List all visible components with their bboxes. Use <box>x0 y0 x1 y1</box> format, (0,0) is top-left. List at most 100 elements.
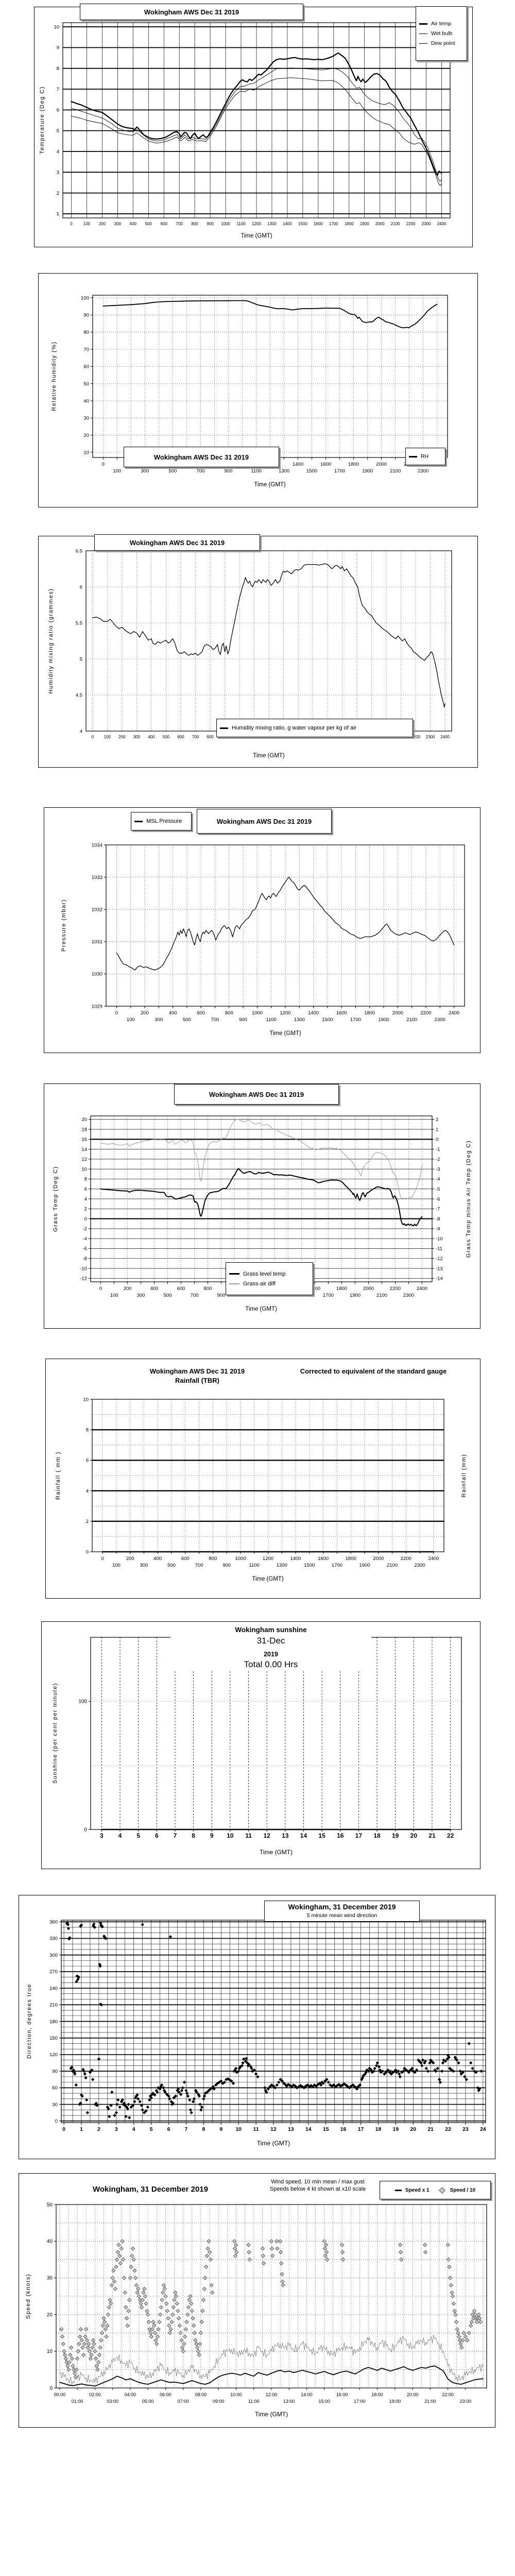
svg-text:15: 15 <box>323 2126 329 2132</box>
svg-text:17: 17 <box>358 2126 364 2132</box>
svg-text:14: 14 <box>300 1832 307 1839</box>
svg-text:21: 21 <box>428 1832 436 1839</box>
svg-text:10: 10 <box>235 2126 242 2132</box>
svg-text:1000: 1000 <box>235 1556 246 1562</box>
svg-text:500: 500 <box>167 1563 176 1568</box>
svg-text:500: 500 <box>168 468 177 474</box>
svg-text:17: 17 <box>355 1832 363 1839</box>
legend-item-rh: RH <box>409 453 442 460</box>
relative-humidity-plot: 0100200300400500600700800900100011001200… <box>81 295 448 474</box>
wind-speed-legend: Speed x 1 Speed / 10 <box>380 2181 491 2199</box>
air-temp-line-swatch <box>419 23 427 25</box>
svg-text:50: 50 <box>83 381 89 387</box>
svg-text:40: 40 <box>47 2239 53 2245</box>
svg-text:2: 2 <box>436 1117 438 1123</box>
svg-text:12: 12 <box>270 2126 277 2132</box>
svg-text:100: 100 <box>78 1699 87 1705</box>
svg-text:16:00: 16:00 <box>336 2392 348 2397</box>
svg-text:-2: -2 <box>436 1157 440 1162</box>
svg-text:2300: 2300 <box>403 1293 414 1298</box>
svg-text:40: 40 <box>83 398 89 404</box>
svg-text:1031: 1031 <box>92 939 102 945</box>
svg-text:100: 100 <box>83 222 91 226</box>
svg-text:-12: -12 <box>436 1256 443 1262</box>
svg-text:900: 900 <box>225 468 233 474</box>
svg-text:1300: 1300 <box>269 1293 280 1298</box>
grass-air-diff-line-swatch <box>229 1283 239 1284</box>
svg-text:13: 13 <box>282 1832 289 1839</box>
legend-item-wet-bulb: Wet bulb <box>419 30 464 37</box>
wind-speed-note-line2: Speeds below 4 kt shown at x10 scale <box>269 2186 366 2192</box>
svg-text:09:00: 09:00 <box>213 2399 225 2404</box>
svg-text:1600: 1600 <box>314 222 323 226</box>
svg-text:04:00: 04:00 <box>125 2392 136 2397</box>
svg-text:0: 0 <box>84 1827 87 1833</box>
svg-text:-6: -6 <box>436 1196 440 1202</box>
svg-text:20: 20 <box>410 2126 416 2132</box>
svg-text:9: 9 <box>210 1832 214 1839</box>
grass-temp-x-axis-label: Time (GMT) <box>245 1306 277 1312</box>
svg-text:15:00: 15:00 <box>319 2399 331 2404</box>
wind-speed-y-axis-label: Speed (knots) <box>25 2274 31 2319</box>
svg-text:200: 200 <box>124 1286 132 1292</box>
svg-text:10: 10 <box>54 24 59 30</box>
svg-text:1400: 1400 <box>308 1010 319 1016</box>
svg-text:5: 5 <box>57 128 59 134</box>
svg-text:10: 10 <box>47 2349 53 2354</box>
svg-text:300: 300 <box>137 1293 145 1298</box>
rainfall-y2-axis-label: Rainfall (mm) <box>461 1453 467 1498</box>
svg-text:-11: -11 <box>436 1246 442 1252</box>
svg-text:2100: 2100 <box>387 1563 398 1568</box>
svg-text:-1: -1 <box>436 1147 440 1153</box>
svg-text:5.5: 5.5 <box>76 620 82 626</box>
svg-text:6: 6 <box>167 2126 170 2132</box>
sunshine-title-block: Wokingham sunshine 31-Dec 2019 Total 0.0… <box>170 1625 371 1671</box>
legend-item-air-temp: Air temp <box>419 21 464 27</box>
svg-text:210: 210 <box>49 2003 58 2008</box>
legend-item-grass-air-diff: Grass-air diff <box>229 1281 310 1287</box>
svg-text:6.5: 6.5 <box>76 548 82 554</box>
wind-speed-title: Wokingham, 31 December 2019 <box>93 2185 208 2194</box>
svg-text:3: 3 <box>57 170 59 176</box>
svg-text:1030: 1030 <box>92 972 102 977</box>
svg-text:13: 13 <box>288 2126 294 2132</box>
svg-text:18: 18 <box>373 1832 381 1839</box>
svg-text:18: 18 <box>375 2126 382 2132</box>
svg-text:100: 100 <box>112 1563 121 1568</box>
svg-text:2300: 2300 <box>435 1017 445 1023</box>
svg-text:20: 20 <box>410 1832 418 1839</box>
svg-text:1800: 1800 <box>345 222 354 226</box>
wind-speed-plot: 00:00 01:00 02:00 03:00 04:00 05:00 06:00 07:00… <box>47 2202 487 2404</box>
svg-text:1000: 1000 <box>252 1010 263 1016</box>
svg-text:90: 90 <box>83 313 89 318</box>
svg-text:1200: 1200 <box>263 1556 273 1562</box>
wind-direction-title: Wokingham, 31 December 2019 <box>288 1903 396 1911</box>
svg-text:0: 0 <box>92 735 94 739</box>
svg-text:600: 600 <box>177 1286 185 1292</box>
svg-text:360: 360 <box>49 1920 58 1925</box>
rainfall-y-axis-label: Rainfall ( mm ) <box>55 1451 61 1500</box>
svg-text:1200: 1200 <box>280 1010 290 1016</box>
svg-text:-6: -6 <box>83 1246 87 1252</box>
svg-text:700: 700 <box>192 735 199 739</box>
svg-text:2: 2 <box>97 2126 100 2132</box>
svg-text:1600: 1600 <box>336 1010 347 1016</box>
svg-text:1033: 1033 <box>92 875 102 880</box>
svg-text:5: 5 <box>150 2126 153 2132</box>
svg-text:4: 4 <box>132 2126 135 2132</box>
svg-text:200: 200 <box>99 222 106 226</box>
svg-text:1100: 1100 <box>266 1017 276 1023</box>
svg-text:500: 500 <box>164 1293 172 1298</box>
sunshine-year: 2019 <box>264 1651 278 1658</box>
svg-text:2000: 2000 <box>375 222 385 226</box>
svg-text:0: 0 <box>55 2119 58 2124</box>
wind-speed-note-line1: Wind speed, 10 min mean / max gust <box>271 2179 365 2185</box>
svg-text:0: 0 <box>86 1549 89 1555</box>
svg-text:00:00: 00:00 <box>54 2392 66 2397</box>
temperature-chart: 0 100 200 300 400 500 600 700 800 900 1000 1100 1200… <box>34 4 473 247</box>
svg-text:17:00: 17:00 <box>354 2399 366 2404</box>
svg-text:-2: -2 <box>83 1226 87 1232</box>
legend-item-speed-div10: Speed / 10 <box>438 2187 475 2194</box>
svg-text:-3: -3 <box>436 1166 440 1172</box>
svg-text:60: 60 <box>52 2086 58 2091</box>
